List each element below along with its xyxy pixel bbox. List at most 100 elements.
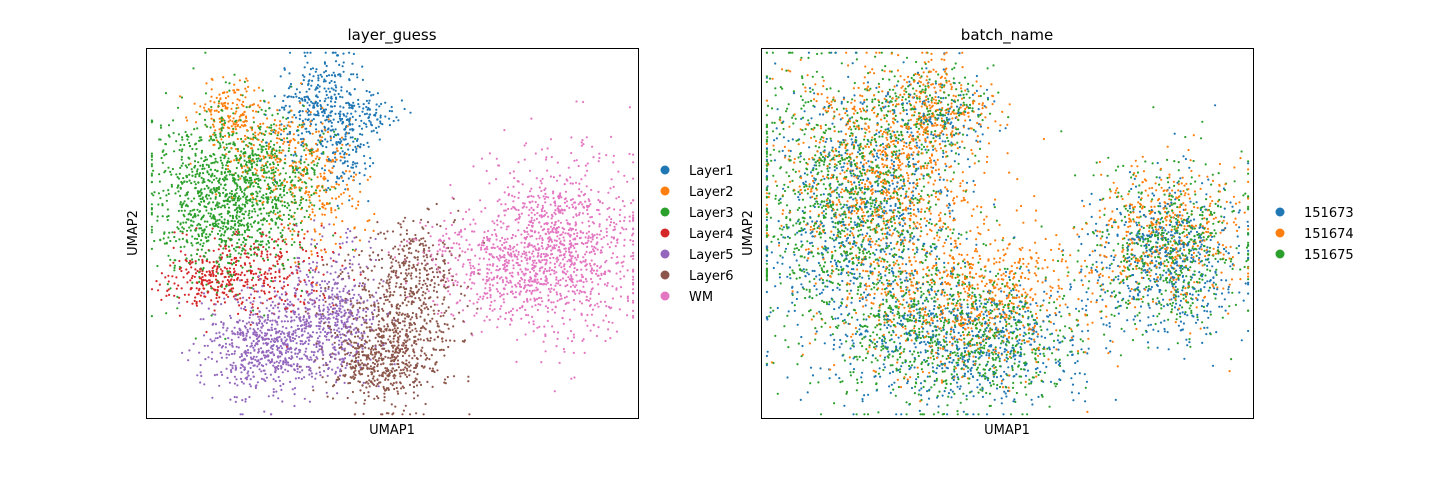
data-point-layer3 [150,165,153,168]
data-point-layer3 [309,271,312,274]
data-point-layer2 [284,238,287,241]
data-point-wm [598,156,601,160]
data-point-layer5 [270,326,273,329]
data-point-layer5 [258,320,262,323]
data-point-layer3 [219,132,222,135]
data-point-layer2 [266,117,269,120]
data-point-layer4 [288,274,291,277]
data-point-layer1 [335,142,338,145]
data-point-layer3 [313,169,316,172]
data-point-layer3 [193,180,196,183]
data-point-wm [525,254,528,257]
data-point-layer5 [370,322,373,325]
data-point-layer4 [217,280,220,283]
data-point-layer2 [222,76,225,79]
data-point-layer4 [191,274,194,278]
data-point-layer3 [203,180,206,183]
data-point-wm [488,263,492,266]
data-point-layer3 [231,215,234,218]
data-point-wm [572,216,575,219]
data-point-layer3 [300,196,303,199]
data-point-layer1 [334,89,337,92]
data-point-layer4 [270,276,273,280]
data-point-wm [549,273,552,276]
data-point-wm [585,169,589,172]
data-point-layer3 [241,207,244,210]
data-point-wm [632,257,635,260]
data-point-layer4 [252,242,256,245]
data-point-layer6 [429,339,432,342]
data-point-layer2 [288,222,292,225]
data-point-wm [556,337,559,340]
data-point-layer6 [436,253,439,256]
data-point-wm [540,208,543,211]
data-point-layer4 [196,281,199,285]
data-point-wm [538,260,541,263]
data-point-wm [608,246,611,249]
data-point-layer5 [275,294,278,297]
data-point-layer5 [255,331,258,334]
data-point-wm [568,254,571,257]
data-point-wm [488,286,491,289]
data-point-layer2 [221,105,225,108]
data-point-layer6 [406,339,409,342]
data-point-layer1 [329,100,333,103]
data-point-layer6 [423,307,426,310]
data-point-layer5 [273,366,276,369]
data-point-layer5 [200,374,203,378]
data-point-layer1 [379,122,382,125]
data-point-wm [528,251,531,254]
data-point-wm [535,177,538,180]
data-point-layer2 [301,181,304,184]
data-point-layer1 [355,73,359,76]
data-point-layer6 [326,324,330,328]
data-point-layer1 [304,55,307,58]
data-point-layer3 [210,175,213,178]
data-point-layer6 [363,286,366,289]
data-point-layer6 [413,323,417,326]
data-point-layer5 [302,318,305,321]
data-point-layer5 [318,304,321,307]
data-point-layer5 [368,240,371,243]
data-point-layer3 [197,214,200,217]
data-point-layer1 [295,88,298,91]
data-point-wm [519,290,522,293]
data-point-layer5 [372,315,375,318]
data-point-layer5 [256,290,260,293]
data-point-layer3 [179,246,182,249]
data-point-layer1 [283,94,286,97]
data-point-layer2 [293,139,296,142]
data-point-layer5 [279,345,282,348]
data-point-layer3 [267,170,270,173]
data-point-wm [532,320,535,323]
data-point-wm [465,273,468,276]
data-point-layer1 [307,113,310,117]
data-point-layer4 [299,294,303,298]
data-point-wm [533,289,536,292]
data-point-wm [437,239,440,242]
data-point-layer6 [448,250,451,253]
data-point-layer3 [313,204,316,207]
data-point-wm [612,161,615,164]
data-point-layer1 [384,115,387,118]
data-point-layer5 [252,375,255,378]
data-point-layer3 [256,174,259,177]
data-point-layer5 [382,344,385,347]
data-point-layer2 [252,103,256,106]
data-point-layer3 [282,128,286,131]
data-point-layer1 [352,161,355,164]
data-point-layer6 [359,373,362,376]
data-point-wm [616,241,619,244]
data-point-layer5 [335,310,338,313]
data-point-wm [611,285,614,288]
data-point-wm [559,205,562,208]
data-point-layer3 [270,124,273,127]
data-point-wm [511,275,514,278]
data-point-layer3 [238,222,241,225]
data-point-wm [611,321,614,324]
data-point-layer3 [277,184,280,187]
data-point-layer5 [324,289,327,292]
data-point-layer2 [218,128,221,131]
data-point-wm [573,267,576,270]
data-point-layer3 [281,204,284,207]
